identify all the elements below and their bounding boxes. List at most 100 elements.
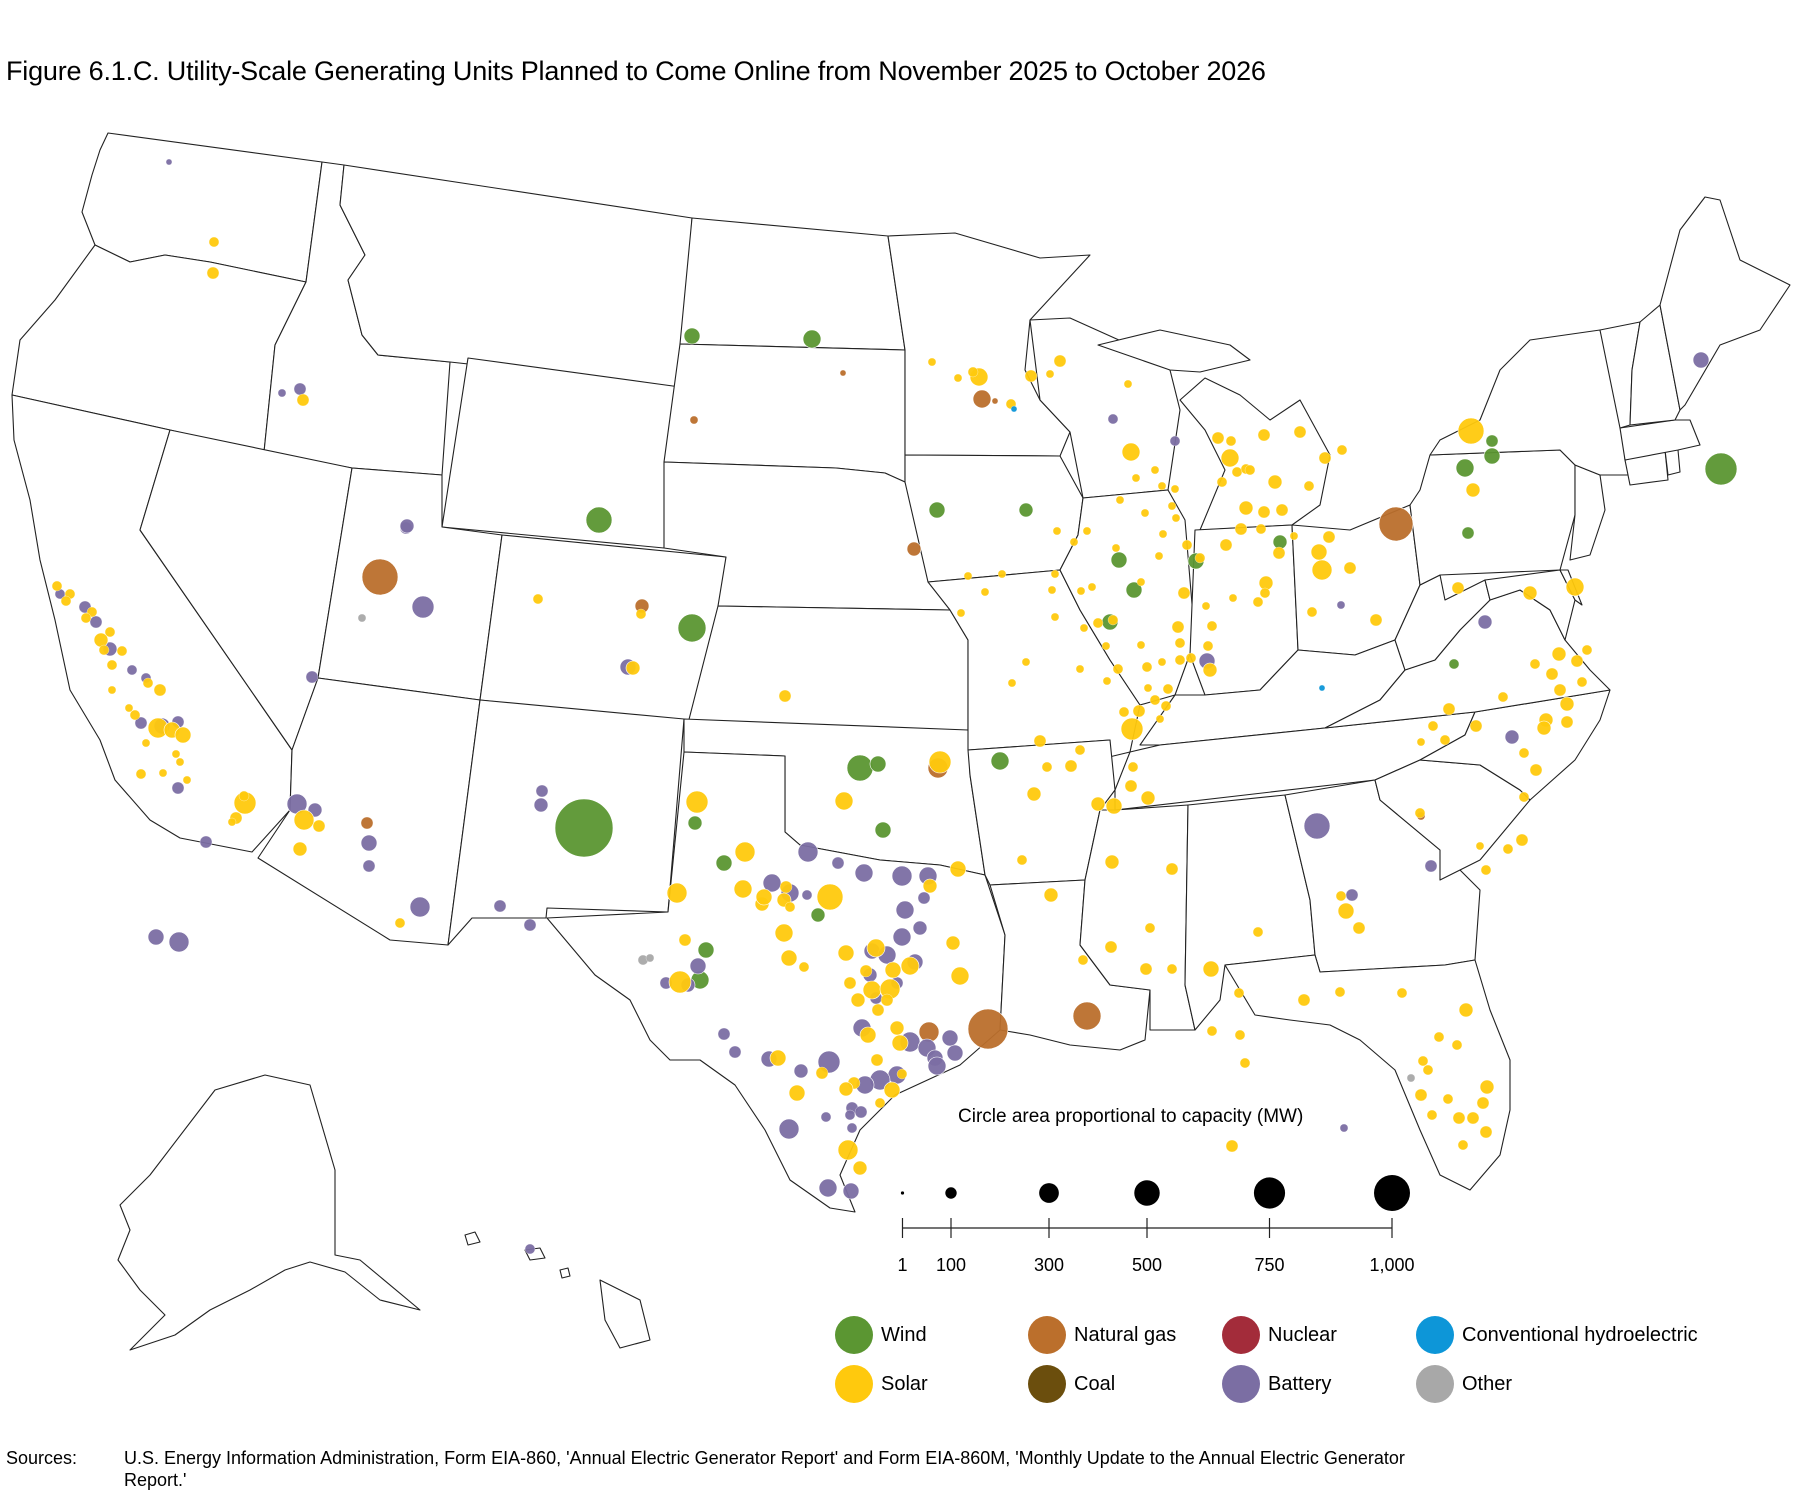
state-florida xyxy=(1224,954,1511,1191)
plant-marker-solar xyxy=(967,366,979,378)
plant-marker-battery xyxy=(689,957,707,975)
plant-marker-solar xyxy=(1206,1025,1218,1037)
plant-marker-battery xyxy=(831,856,845,870)
size-legend-tick-label: 500 xyxy=(1131,1255,1163,1275)
plant-marker-wind xyxy=(1485,434,1499,448)
plant-marker-solar xyxy=(98,644,110,656)
plant-marker-wind xyxy=(1483,447,1501,465)
plant-marker-solar xyxy=(1515,833,1529,847)
plant-marker-solar xyxy=(1185,652,1197,664)
plant-marker-solar xyxy=(1570,654,1584,668)
plant-marker-wind xyxy=(1448,658,1460,670)
plant-marker-solar xyxy=(174,726,192,744)
plant-marker-solar xyxy=(1466,1111,1480,1125)
plant-marker-solar xyxy=(1396,987,1408,999)
size-legend-tick-label: 1 xyxy=(897,1255,908,1275)
legend-label: Battery xyxy=(1268,1372,1332,1395)
plant-marker-solar xyxy=(1414,1088,1428,1102)
plant-marker-solar xyxy=(883,1081,901,1099)
plant-marker-solar xyxy=(1451,581,1465,595)
legend-label: Conventional hydroelectric xyxy=(1462,1323,1698,1346)
state-alaska xyxy=(117,1074,421,1351)
plant-marker-wind xyxy=(715,854,733,872)
plant-marker-solar xyxy=(1143,683,1153,693)
plant-marker-solar xyxy=(1476,1096,1490,1110)
plant-marker-battery xyxy=(293,382,307,396)
plant-marker-solar xyxy=(1442,702,1456,716)
plant-marker-solar xyxy=(837,1139,859,1161)
plant-marker-other xyxy=(1406,1073,1416,1083)
plant-marker-battery xyxy=(941,1029,959,1047)
plant-marker-solar xyxy=(889,1020,905,1036)
plant-marker-battery xyxy=(793,1063,809,1079)
plant-marker-natural-gas xyxy=(967,1008,1009,1050)
plant-marker-wind xyxy=(697,941,715,959)
plant-marker-solar xyxy=(1303,480,1315,492)
plant-marker-wind xyxy=(677,613,707,643)
plant-marker-solar xyxy=(51,580,63,592)
legend-item-battery: Battery xyxy=(1222,1364,1331,1404)
plant-marker-solar xyxy=(780,949,798,967)
plant-marker-solar xyxy=(1225,435,1237,447)
plant-marker-battery xyxy=(1169,435,1181,447)
legend-swatch xyxy=(1028,1316,1066,1354)
plant-marker-solar xyxy=(1306,606,1318,618)
plant-marker-solar xyxy=(293,809,315,831)
plant-marker-solar xyxy=(1181,539,1193,551)
plant-marker-natural-gas xyxy=(361,558,399,596)
plant-marker-battery xyxy=(1692,351,1710,369)
plant-marker-solar xyxy=(838,1081,854,1097)
plant-marker-solar xyxy=(227,817,237,827)
plant-marker-battery xyxy=(801,889,813,901)
plant-marker-solar xyxy=(1007,678,1017,688)
plant-marker-solar xyxy=(1077,954,1089,966)
plant-marker-battery xyxy=(362,859,376,873)
plant-marker-battery xyxy=(524,1243,536,1255)
size-legend-tick-label: 300 xyxy=(1033,1255,1065,1275)
plant-marker-solar xyxy=(678,933,692,947)
plant-marker-solar xyxy=(1157,657,1167,667)
plant-marker-solar xyxy=(1202,960,1220,978)
size-legend-tick-label: 1,000 xyxy=(1369,1255,1415,1275)
plant-marker-solar xyxy=(1439,734,1451,746)
plant-marker-solar xyxy=(1502,843,1514,855)
legend-swatch xyxy=(1222,1365,1260,1403)
plant-marker-natural-gas xyxy=(1072,1001,1102,1031)
state-hawaii xyxy=(464,1231,651,1349)
plant-marker-solar xyxy=(779,880,793,894)
plant-marker-wind xyxy=(683,327,701,345)
plant-marker-solar xyxy=(1343,561,1357,575)
plant-marker-solar xyxy=(1457,1139,1469,1151)
legend-item-other: Other xyxy=(1416,1364,1512,1404)
plant-marker-solar xyxy=(1074,744,1086,756)
size-legend xyxy=(900,1175,1410,1238)
plant-marker-solar xyxy=(116,645,128,657)
plant-marker-battery xyxy=(523,918,537,932)
plant-marker-solar xyxy=(158,768,168,778)
plant-marker-battery xyxy=(147,928,165,946)
state-north-dakota xyxy=(679,217,906,351)
plant-marker-solar xyxy=(1426,1109,1438,1121)
legend-label: Coal xyxy=(1074,1372,1116,1395)
plant-marker-solar xyxy=(949,860,967,878)
state-rhode-island xyxy=(1664,449,1681,476)
size-legend-circle xyxy=(945,1187,957,1199)
plant-marker-battery xyxy=(717,1027,731,1041)
plant-marker-wind xyxy=(928,501,946,519)
state-iowa xyxy=(904,454,1084,583)
plant-marker-battery xyxy=(1339,1123,1349,1133)
state-boundaries xyxy=(11,132,1791,1351)
state-new-jersey xyxy=(1569,464,1606,561)
plant-marker-solar xyxy=(208,236,220,248)
plant-marker-natural-gas xyxy=(906,541,922,557)
plant-marker-solar xyxy=(997,569,1007,579)
plant-marker-battery xyxy=(126,664,138,676)
plant-marker-solar xyxy=(922,878,938,894)
plant-marker-solar xyxy=(394,917,406,929)
plant-marker-solar xyxy=(815,1066,829,1080)
plant-marker-solar xyxy=(956,608,966,618)
size-legend-circle xyxy=(900,1191,905,1195)
plant-marker-wind xyxy=(1455,458,1475,478)
plant-marker-solar xyxy=(532,593,544,605)
plant-marker-wind xyxy=(810,907,826,923)
